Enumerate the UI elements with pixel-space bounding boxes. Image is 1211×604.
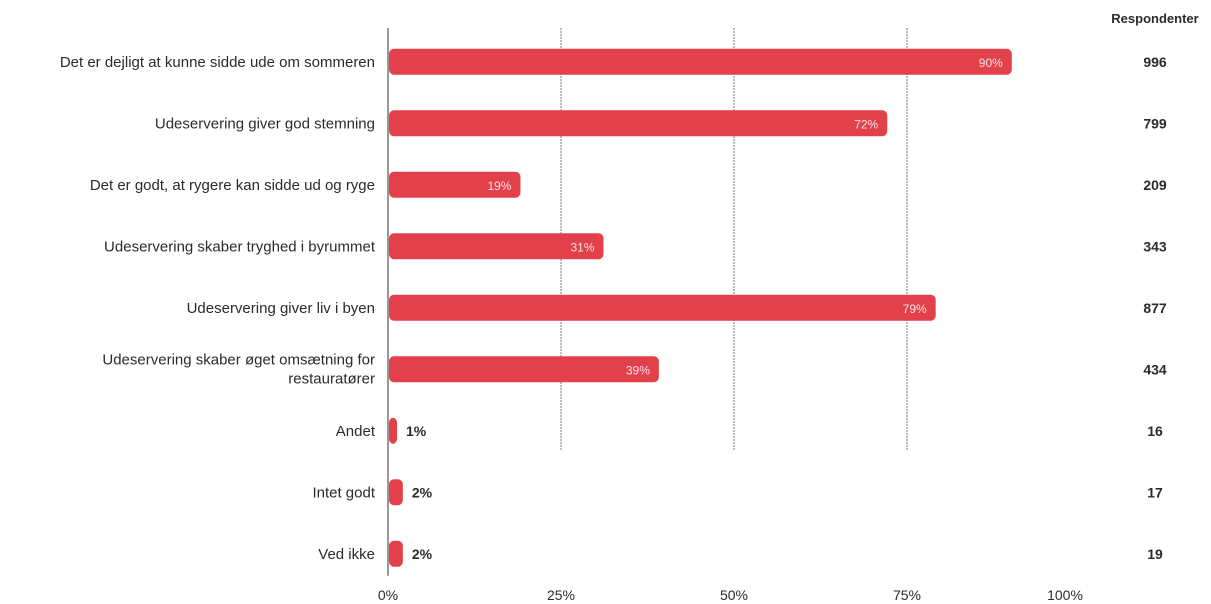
- category-label: Udeservering giver god stemning: [155, 115, 375, 132]
- x-tick-label: 50%: [720, 587, 748, 603]
- value-label: 31%: [570, 240, 594, 254]
- value-label: 72%: [854, 117, 878, 131]
- category-label: Ved ikke: [318, 546, 375, 563]
- x-tick-label: 100%: [1047, 587, 1083, 603]
- x-tick-label: 0%: [378, 587, 398, 603]
- respondent-count: 877: [1143, 300, 1167, 316]
- bar: [389, 540, 403, 567]
- respondents-header: Respondenter: [1111, 11, 1198, 26]
- category-label: Det er godt, at rygere kan sidde ud og r…: [90, 177, 375, 194]
- x-tick-label: 25%: [547, 587, 575, 603]
- x-axis-ticks: 0% 25% 50% 75% 100%: [378, 587, 1083, 603]
- category-label: Udeservering giver liv i byen: [187, 300, 375, 317]
- value-label: 39%: [626, 363, 650, 377]
- category-labels: Det er dejligt at kunne sidde ude om som…: [60, 54, 376, 563]
- x-tick-label: 75%: [893, 587, 921, 603]
- category-label: Intet godt: [312, 484, 375, 501]
- bar: [389, 479, 403, 506]
- respondent-count: 17: [1147, 484, 1163, 500]
- bar: [389, 417, 397, 444]
- value-label: 79%: [903, 302, 927, 316]
- bars: [389, 48, 1012, 567]
- value-label: 90%: [979, 56, 1003, 70]
- bar: [389, 110, 888, 137]
- value-label: 2%: [412, 546, 433, 562]
- value-labels: 90% 72% 19% 31% 79% 39% 1% 2% 2%: [406, 56, 1003, 562]
- respondent-column: Respondenter 996 799 209 343 877 434 16 17 19: [1111, 11, 1198, 562]
- respondent-count: 799: [1143, 115, 1167, 131]
- value-label: 2%: [412, 484, 433, 500]
- category-label: Udeservering skaber øget omsætning for re…: [102, 351, 375, 387]
- respondent-count: 19: [1147, 546, 1163, 562]
- bar: [389, 356, 659, 383]
- bar: [389, 171, 521, 198]
- category-label: Udeservering skaber tryghed i byrummet: [104, 238, 376, 255]
- respondent-count: 434: [1143, 361, 1167, 377]
- value-label: 19%: [487, 179, 511, 193]
- bar: [389, 294, 936, 321]
- bar: [389, 233, 604, 260]
- respondent-count: 16: [1147, 423, 1163, 439]
- bar: [389, 48, 1012, 75]
- respondent-count: 209: [1143, 177, 1167, 193]
- respondent-count: 996: [1143, 54, 1167, 70]
- category-label: Det er dejligt at kunne sidde ude om som…: [60, 54, 375, 71]
- category-label: Andet: [336, 423, 376, 440]
- value-label: 1%: [406, 423, 427, 439]
- respondent-count: 343: [1143, 238, 1167, 254]
